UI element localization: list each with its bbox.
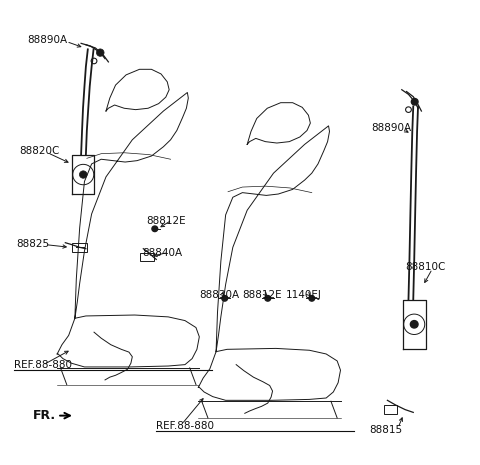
Text: 88812E: 88812E <box>147 216 186 226</box>
Bar <box>141 253 154 261</box>
Text: 88890A: 88890A <box>27 35 67 45</box>
Circle shape <box>309 296 315 301</box>
Bar <box>384 405 397 414</box>
Text: 88890A: 88890A <box>372 123 412 133</box>
Text: REF.88-880: REF.88-880 <box>156 421 214 431</box>
Text: FR.: FR. <box>33 409 56 422</box>
Circle shape <box>79 171 87 178</box>
Text: 88840A: 88840A <box>142 248 182 259</box>
Text: 88820C: 88820C <box>19 146 59 156</box>
Circle shape <box>265 296 271 301</box>
Bar <box>72 243 87 252</box>
Text: REF.88-880: REF.88-880 <box>14 359 72 370</box>
Text: 88830A: 88830A <box>199 290 240 300</box>
Circle shape <box>152 226 157 232</box>
Circle shape <box>411 99 418 105</box>
Text: 88815: 88815 <box>369 425 402 434</box>
Circle shape <box>410 320 418 328</box>
Circle shape <box>222 296 228 301</box>
Text: 1140EJ: 1140EJ <box>286 290 321 300</box>
Circle shape <box>96 49 104 56</box>
Text: 88825: 88825 <box>16 239 49 249</box>
Text: 88810C: 88810C <box>405 262 445 272</box>
Text: 88812E: 88812E <box>242 290 282 300</box>
